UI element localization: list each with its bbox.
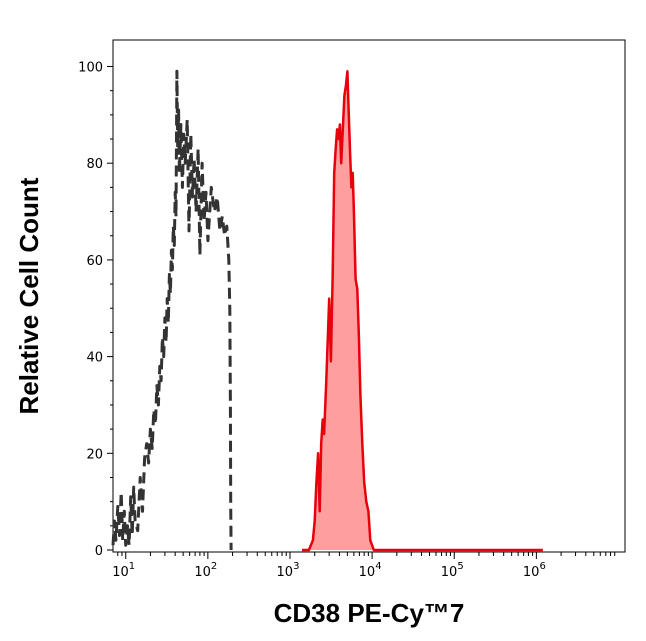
y-tick-label: 40 <box>86 351 103 366</box>
plot-area <box>112 39 626 553</box>
series-1-line <box>302 70 543 552</box>
series-0-line <box>111 69 233 551</box>
x-tick-label: 104 <box>359 561 382 580</box>
y-tick-label: 80 <box>86 157 103 172</box>
y-tick-label: 60 <box>86 254 103 269</box>
y-tick-label: 20 <box>86 447 103 462</box>
y-tick-label: 100 <box>78 61 103 76</box>
y-axis-title: Relative Cell Count <box>14 177 44 414</box>
x-tick-label: 103 <box>277 561 300 580</box>
series-layer <box>111 69 543 552</box>
plot-frame <box>112 39 626 553</box>
x-tick-label: 106 <box>523 561 546 580</box>
x-tick-label: 102 <box>194 561 217 580</box>
x-axis-title: CD38 PE-Cy™7 <box>274 598 465 628</box>
x-axis: 101 102 103 104 105 106 <box>112 552 616 580</box>
y-axis: 0 20 40 60 80 100 <box>78 61 113 559</box>
series-1-fill <box>302 71 543 551</box>
x-tick-label: 101 <box>112 561 135 580</box>
y-tick-label: 0 <box>95 544 103 559</box>
x-tick-label: 105 <box>441 561 464 580</box>
